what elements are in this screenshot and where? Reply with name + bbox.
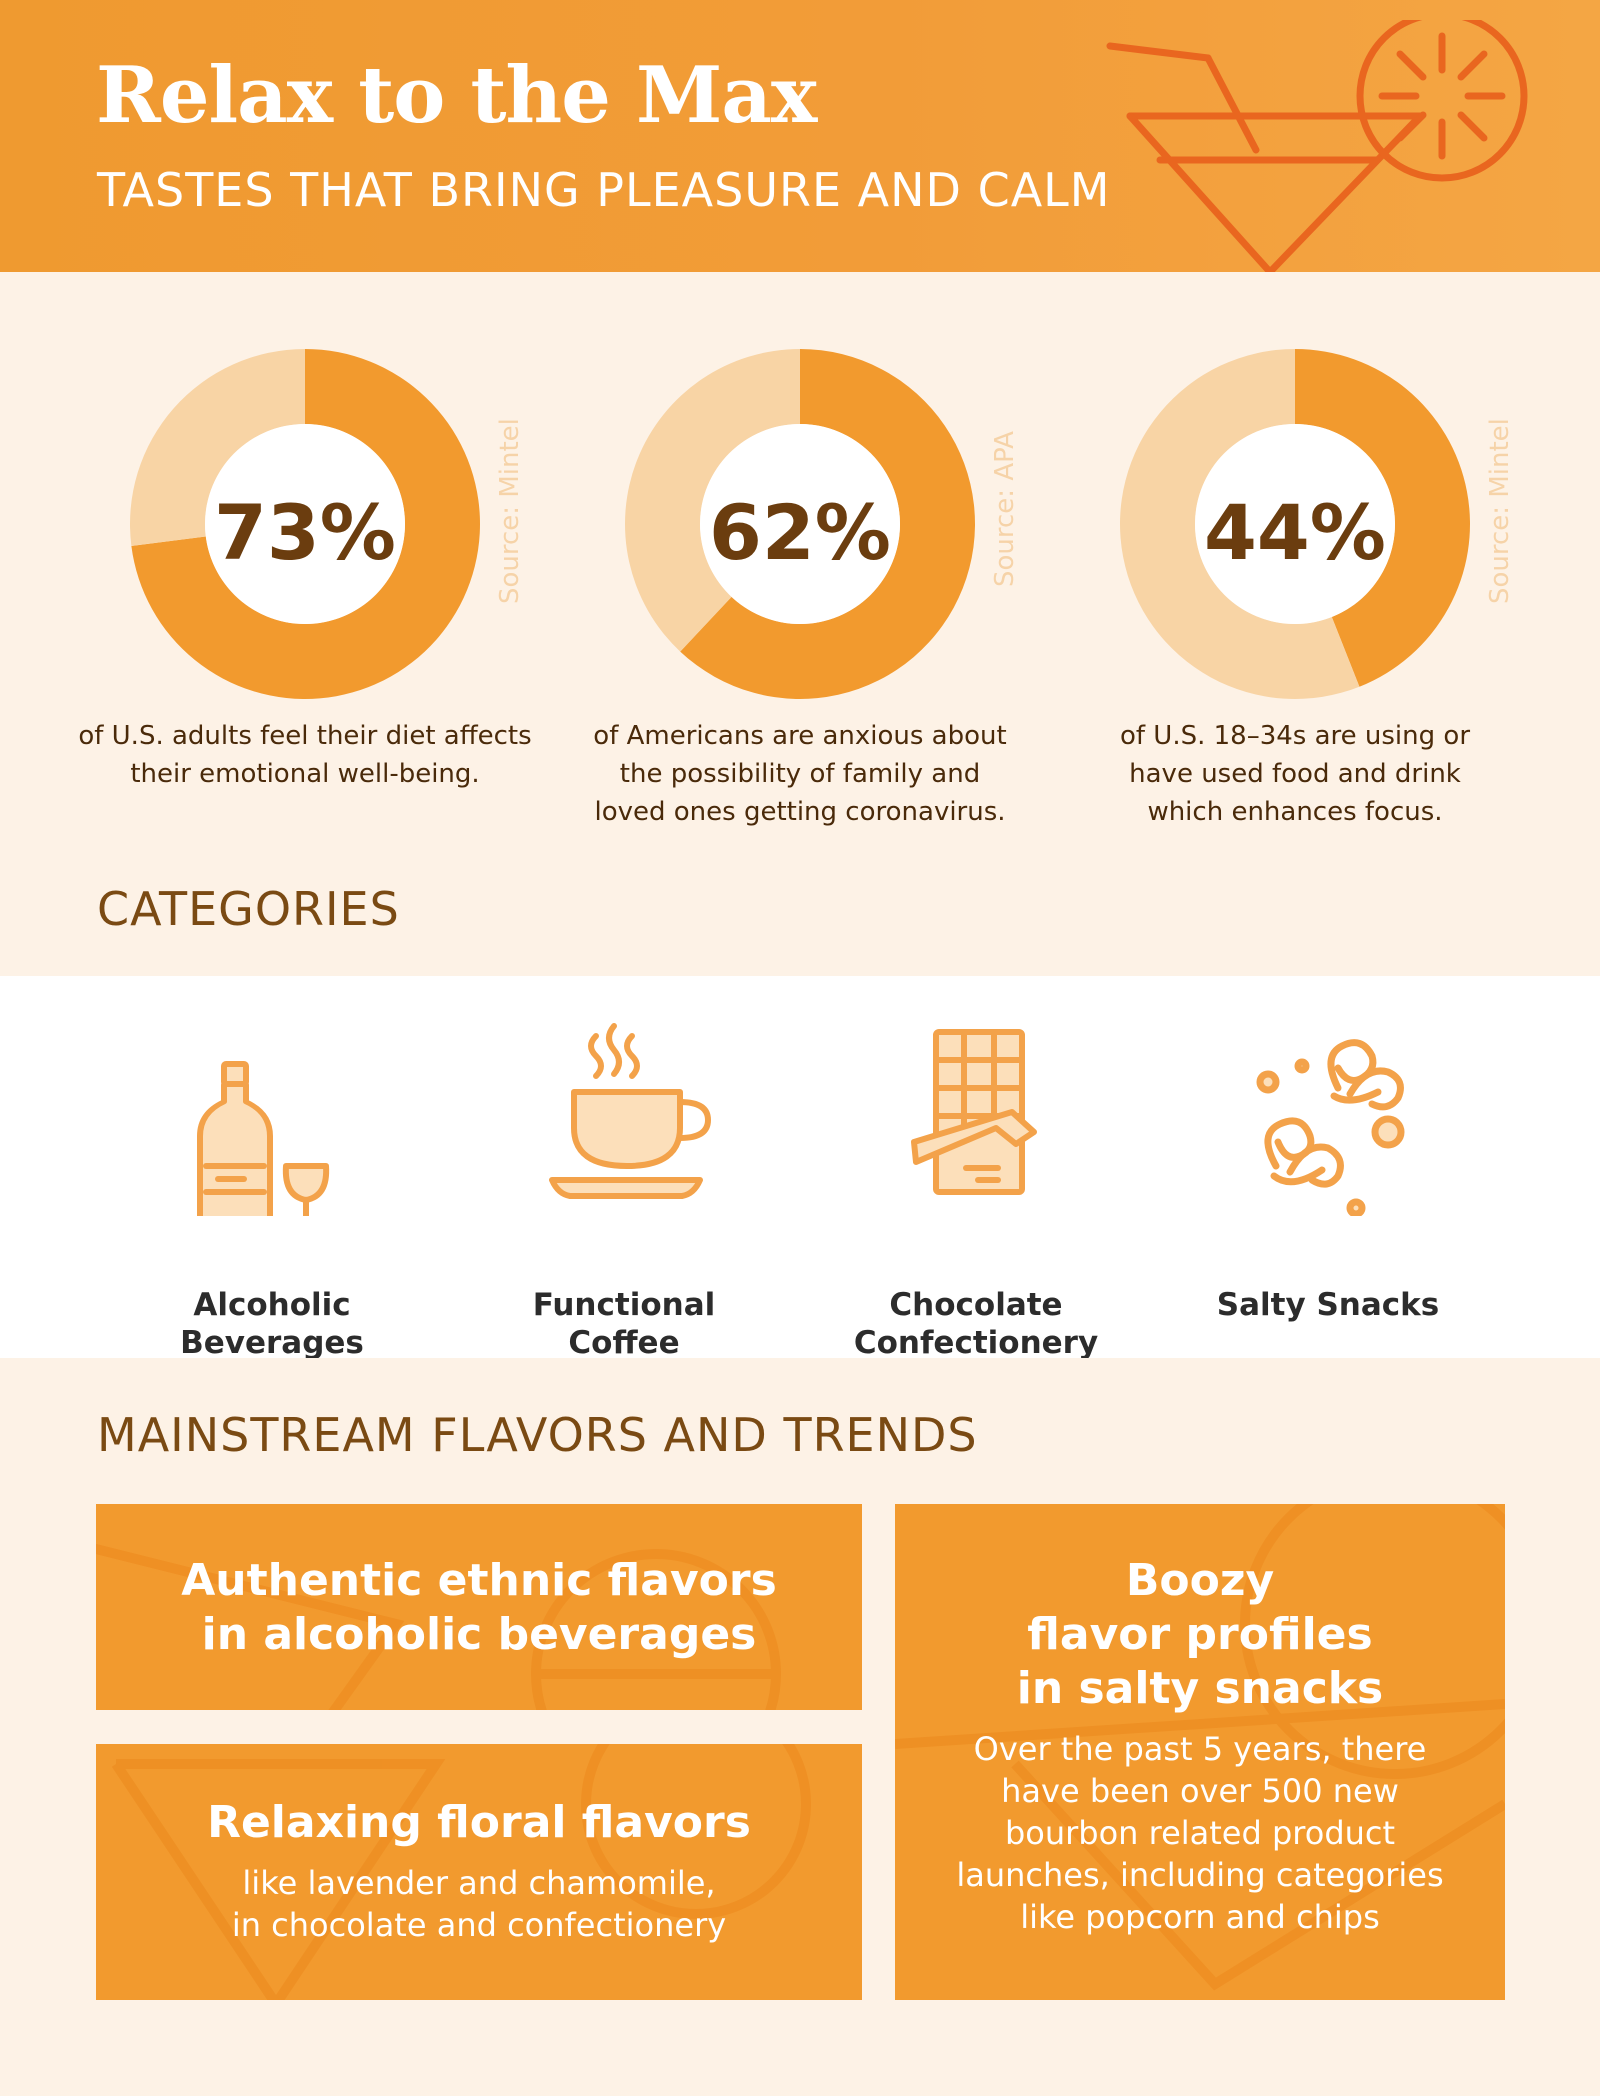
trend-card-text: Over the past 5 years, there have been o… [895,1728,1505,1938]
trend-card-title-line: Authentic ethnic flavors [181,1555,777,1606]
stat-description-line: which enhances focus. [1147,797,1443,827]
category-label-line: Beverages [180,1325,364,1361]
stat-description-line: their emotional well-being. [130,759,480,789]
source-label: Source: Mintel [1485,418,1515,604]
trend-card: Authentic ethnic flavors in alcoholic be… [96,1504,862,1710]
page-subtitle: TASTES THAT BRING PLEASURE AND CALM [97,163,1111,217]
stat-description: of Americans are anxious about the possi… [560,717,1040,831]
trend-card-title: Authentic ethnic flavors in alcoholic be… [96,1554,862,1662]
trend-card: Relaxing floral flavors like lavender an… [96,1744,862,2000]
trend-card-text-line: have been over 500 new [1001,1772,1399,1810]
category-label: Chocolate Confectionery [826,1286,1126,1362]
trend-card-title-line: flavor profiles [1027,1609,1373,1660]
trend-card-text: like lavender and chamomile, in chocolat… [96,1862,862,1946]
donut-hole [700,424,900,624]
stat-card: 62% Source: APA of Americans are anxious… [560,332,1040,852]
donut-value: 73% [214,487,396,577]
donut-value: 44% [1204,487,1386,577]
trend-card-text-line: Over the past 5 years, there [973,1730,1427,1768]
category-label-line: Alcoholic [193,1287,351,1323]
categories-section: Alcoholic Beverages Functional Coffee [0,976,1600,1361]
donut-slice-remainder [130,349,305,546]
stat-description-line: have used food and drink [1129,759,1461,789]
donut-slice-value [680,349,975,699]
trend-card-text-line: like popcorn and chips [1020,1898,1380,1936]
donut-value: 62% [709,487,891,577]
trend-card-title: Boozy flavor profiles in salty snacks [895,1554,1505,1716]
stat-description-line: the possibility of family and [619,759,981,789]
trend-card-title-line: Boozy [1125,1555,1275,1606]
background-pattern [895,1504,1505,1991]
stat-description: of U.S. 18–34s are using or have used fo… [1055,717,1535,831]
categories-heading: CATEGORIES [97,882,400,936]
trends-heading: MAINSTREAM FLAVORS AND TRENDS [97,1408,978,1462]
cocktail-icon [1106,20,1528,272]
source-label: Source: Mintel [495,418,525,604]
category-label-line: Salty Snacks [1216,1287,1440,1323]
trend-card-text-line: in chocolate and confectionery [231,1906,727,1944]
trend-card-text-line: like lavender and chamomile, [242,1864,716,1902]
donut-chart [624,349,975,699]
donut-slice-value [1295,349,1470,687]
category-label: Alcoholic Beverages [122,1286,422,1362]
trend-card: Boozy flavor profiles in salty snacks Ov… [895,1504,1505,2000]
donut-slice-value [131,349,480,699]
donut-slice-remainder [1120,349,1360,699]
donut-chart [130,349,480,699]
trends-section: MAINSTREAM FLAVORS AND TRENDS Authentic … [0,1358,1600,2096]
trend-card-title-line: in salty snacks [1016,1663,1384,1714]
pretzel-icon [1256,1039,1405,1216]
donut-hole [1195,424,1395,624]
chocolate-bar-icon [911,1029,1037,1195]
category-label-line: Confectionery [853,1325,1099,1361]
trend-card-title: Relaxing floral flavors [96,1796,862,1850]
source-label: Source: APA [990,431,1020,587]
category-label-line: Chocolate [889,1287,1063,1323]
stat-description-line: loved ones getting coronavirus. [594,797,1006,827]
category-label-line: Coffee [568,1325,680,1361]
category-item: Functional Coffee [474,1016,774,1361]
category-item: Salty Snacks [1178,1016,1478,1336]
category-item: Chocolate Confectionery [826,1016,1126,1361]
category-item: Alcoholic Beverages [122,1016,422,1361]
stat-description-line: of U.S. 18–34s are using or [1119,721,1471,751]
stats-section: 73% Source: Mintel of U.S. adults feel t… [0,272,1600,976]
wine-bottle-icon [197,1061,330,1216]
category-label-line: Functional [532,1287,716,1323]
category-label: Salty Snacks [1178,1286,1478,1324]
trend-card-text-line: bourbon related product [1004,1814,1396,1852]
stat-description-line: of U.S. adults feel their diet affects [78,721,532,751]
stat-card: 44% Source: Mintel of U.S. 18–34s are us… [1055,332,1535,852]
stat-description: of U.S. adults feel their diet affects t… [65,717,545,793]
header-banner: Relax to the Max TASTES THAT BRING PLEAS… [0,0,1600,272]
donut-hole [205,424,405,624]
category-label: Functional Coffee [474,1286,774,1362]
trend-card-title-line: in alcoholic beverages [201,1609,757,1660]
stat-card: 73% Source: Mintel of U.S. adults feel t… [65,332,545,852]
background-pattern [111,1744,811,2000]
trend-card-text-line: launches, including categories [956,1856,1444,1894]
coffee-cup-icon [549,1023,711,1199]
stat-description-line: of Americans are anxious about [593,721,1007,751]
trend-card-title-line: Relaxing floral flavors [207,1797,751,1848]
background-pattern [96,1543,781,1710]
donut-chart [1120,349,1470,699]
page-title: Relax to the Max [96,50,817,141]
donut-slice-remainder [624,349,800,652]
